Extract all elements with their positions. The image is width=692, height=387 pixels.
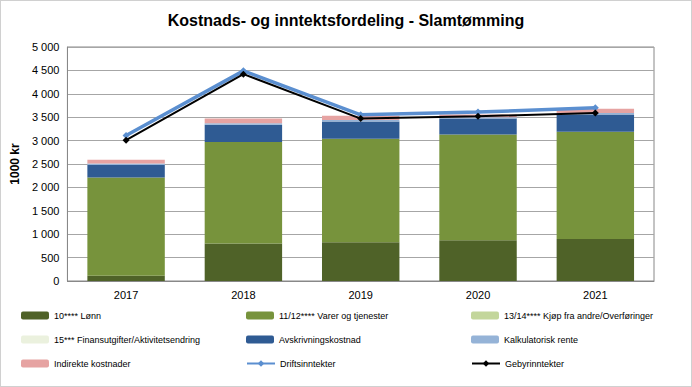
svg-text:2019: 2019 <box>348 289 372 301</box>
svg-text:1 000: 1 000 <box>32 228 60 240</box>
svg-text:5 000: 5 000 <box>32 41 60 53</box>
svg-text:10**** Lønn: 10**** Lønn <box>54 311 101 321</box>
svg-text:2017: 2017 <box>114 289 138 301</box>
svg-text:2 000: 2 000 <box>32 181 60 193</box>
svg-text:4 000: 4 000 <box>32 88 60 100</box>
svg-text:1 500: 1 500 <box>32 205 60 217</box>
svg-text:2 500: 2 500 <box>32 158 60 170</box>
svg-text:2018: 2018 <box>231 289 255 301</box>
svg-text:2021: 2021 <box>583 289 607 301</box>
svg-text:Gebyrinntekter: Gebyrinntekter <box>505 359 564 369</box>
svg-text:500: 500 <box>41 252 59 264</box>
svg-text:11/12**** Varer og tjenester: 11/12**** Varer og tjenester <box>279 311 388 321</box>
svg-text:3 000: 3 000 <box>32 135 60 147</box>
svg-text:Indirekte kostnader: Indirekte kostnader <box>54 359 131 369</box>
svg-text:Kalkulatorisk rente: Kalkulatorisk rente <box>504 335 578 345</box>
svg-text:15*** Finansutgifter/Aktivitet: 15*** Finansutgifter/Aktivitetsendring <box>54 335 200 345</box>
svg-text:2020: 2020 <box>466 289 490 301</box>
svg-text:1000 kr: 1000 kr <box>8 143 22 185</box>
svg-text:Kostnads- og inntektsfordeling: Kostnads- og inntektsfordeling - Slamtøm… <box>168 12 524 29</box>
svg-text:Avskrivningskostnad: Avskrivningskostnad <box>279 335 361 345</box>
svg-text:13/14**** Kjøp fra andre/Overf: 13/14**** Kjøp fra andre/Overføringer <box>504 311 653 321</box>
svg-text:4 500: 4 500 <box>32 64 60 76</box>
svg-text:3 500: 3 500 <box>32 111 60 123</box>
svg-text:0: 0 <box>53 275 59 287</box>
svg-text:Driftsinntekter: Driftsinntekter <box>280 359 336 369</box>
